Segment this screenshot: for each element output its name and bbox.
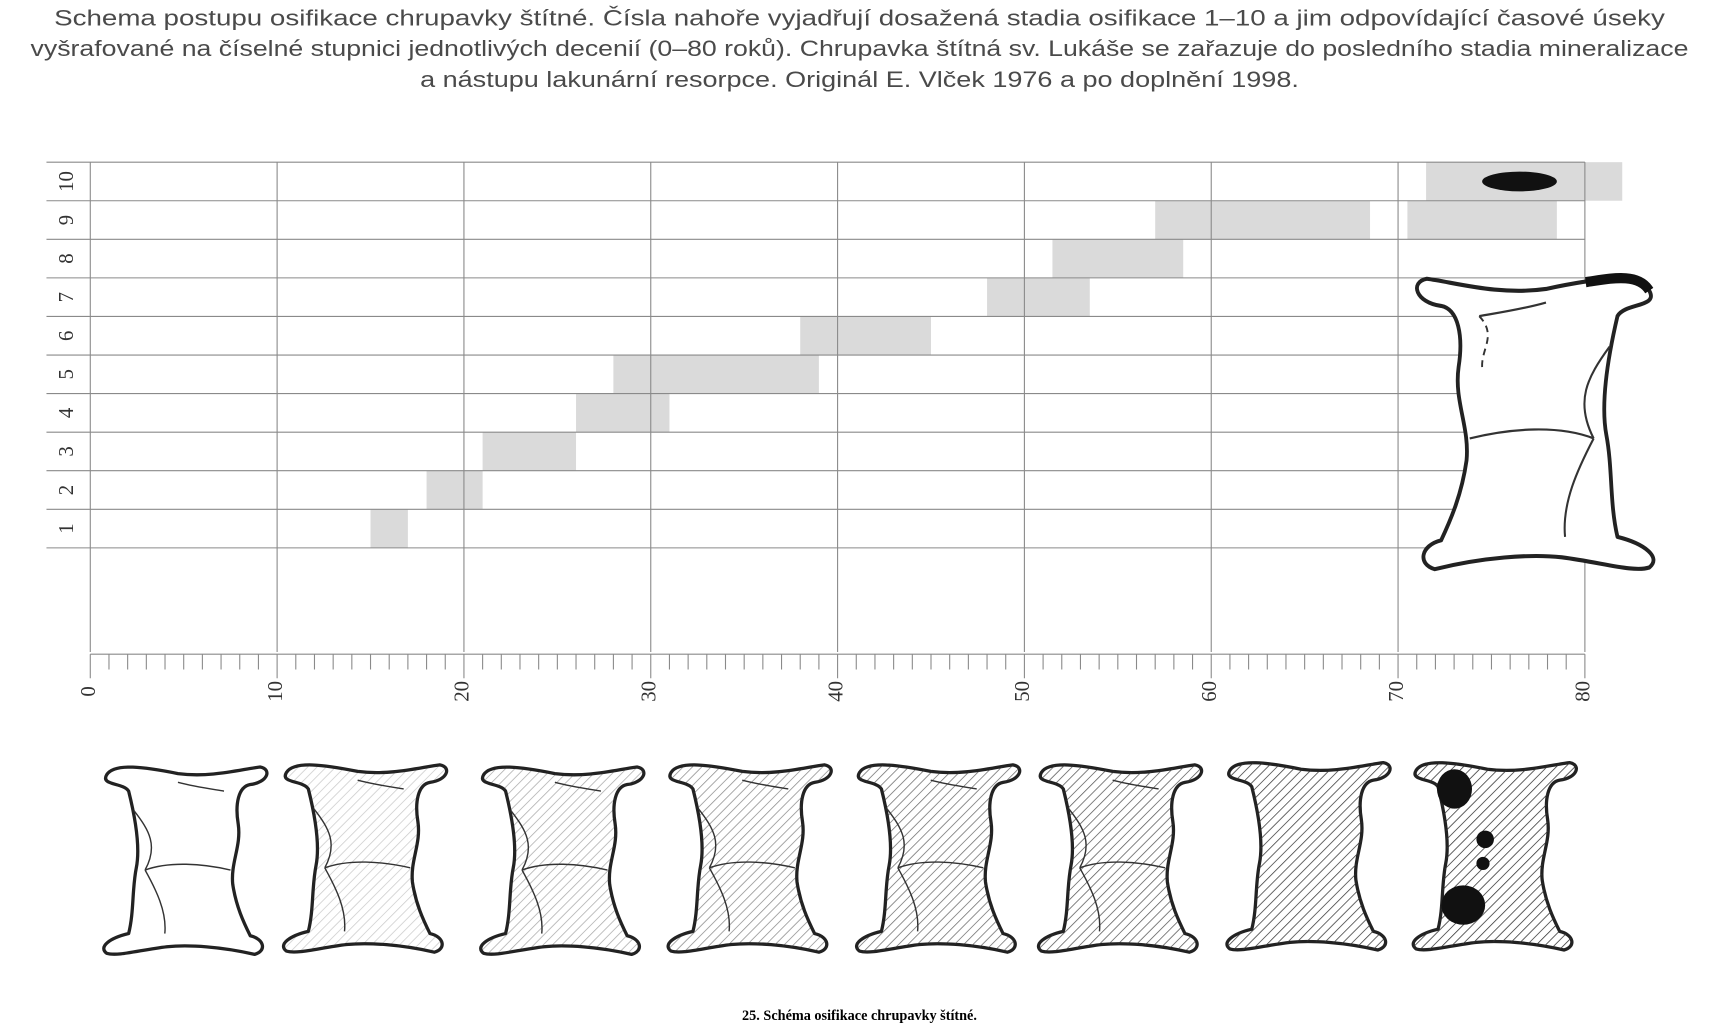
cartilage-drawings [102,273,1654,957]
y-tick-label: 2 [54,485,78,495]
cartilage-stage [1036,763,1204,954]
title-line: vyšrafované na číselné stupnici jednotli… [31,36,1689,61]
title-block: Schema postupu osifikace chrupavky štítn… [31,6,1689,92]
y-tick-label: 9 [54,215,78,225]
stage-bar [370,509,408,548]
stage-bar [1052,239,1184,278]
stage-bar [576,393,670,433]
y-tick-label: 1 [54,523,78,533]
y-tick-label: 3 [54,446,78,456]
y-tick-label: 10 [54,171,78,192]
cartilage-stage [102,765,269,957]
x-tick-label: 0 [76,686,100,696]
x-tick-label: 40 [823,681,847,702]
lukas-marker [1482,171,1557,192]
y-tick-label: 4 [54,407,78,418]
cartilage-stage [1411,760,1578,952]
stage-bar [426,470,483,510]
stage-bar [1407,200,1557,240]
plot: 0 10 20 30 40 50 60 70 80 1 2 3 4 5 6 7 8 9 10 [46,161,1623,702]
x-tick-label: 30 [637,681,661,702]
y-tick-label: 5 [54,369,78,379]
cartilage-stage [281,763,449,954]
cartilage-stage [666,763,833,954]
cartilage-stage [1225,760,1392,952]
stage-bar [1155,200,1371,240]
stage-bar [987,277,1090,317]
title-line: Schema postupu osifikace chrupavky štítn… [54,6,1665,31]
cartilage-stage [854,763,1022,954]
x-tick-label: 50 [1010,681,1034,702]
x-tick-label: 80 [1571,681,1595,702]
stage-bar [800,316,931,356]
cartilage-lukas [1417,273,1654,569]
x-tick-label: 70 [1384,681,1408,702]
y-tick-label: 8 [54,253,78,263]
title-line: a nástupu lakunární resorpce. Originál E… [420,67,1299,92]
x-tick-label: 10 [263,681,287,702]
x-tick-label: 20 [450,681,474,702]
cartilage-stage [479,765,646,957]
y-tick-label: 6 [54,331,78,341]
stage-bar [613,355,819,394]
x-tick-label: 60 [1197,681,1221,702]
y-tick-label: 7 [54,292,78,302]
caption: 25. Schéma osifikace chrupavky štítné. [742,1008,977,1024]
stage-bar [482,432,577,471]
